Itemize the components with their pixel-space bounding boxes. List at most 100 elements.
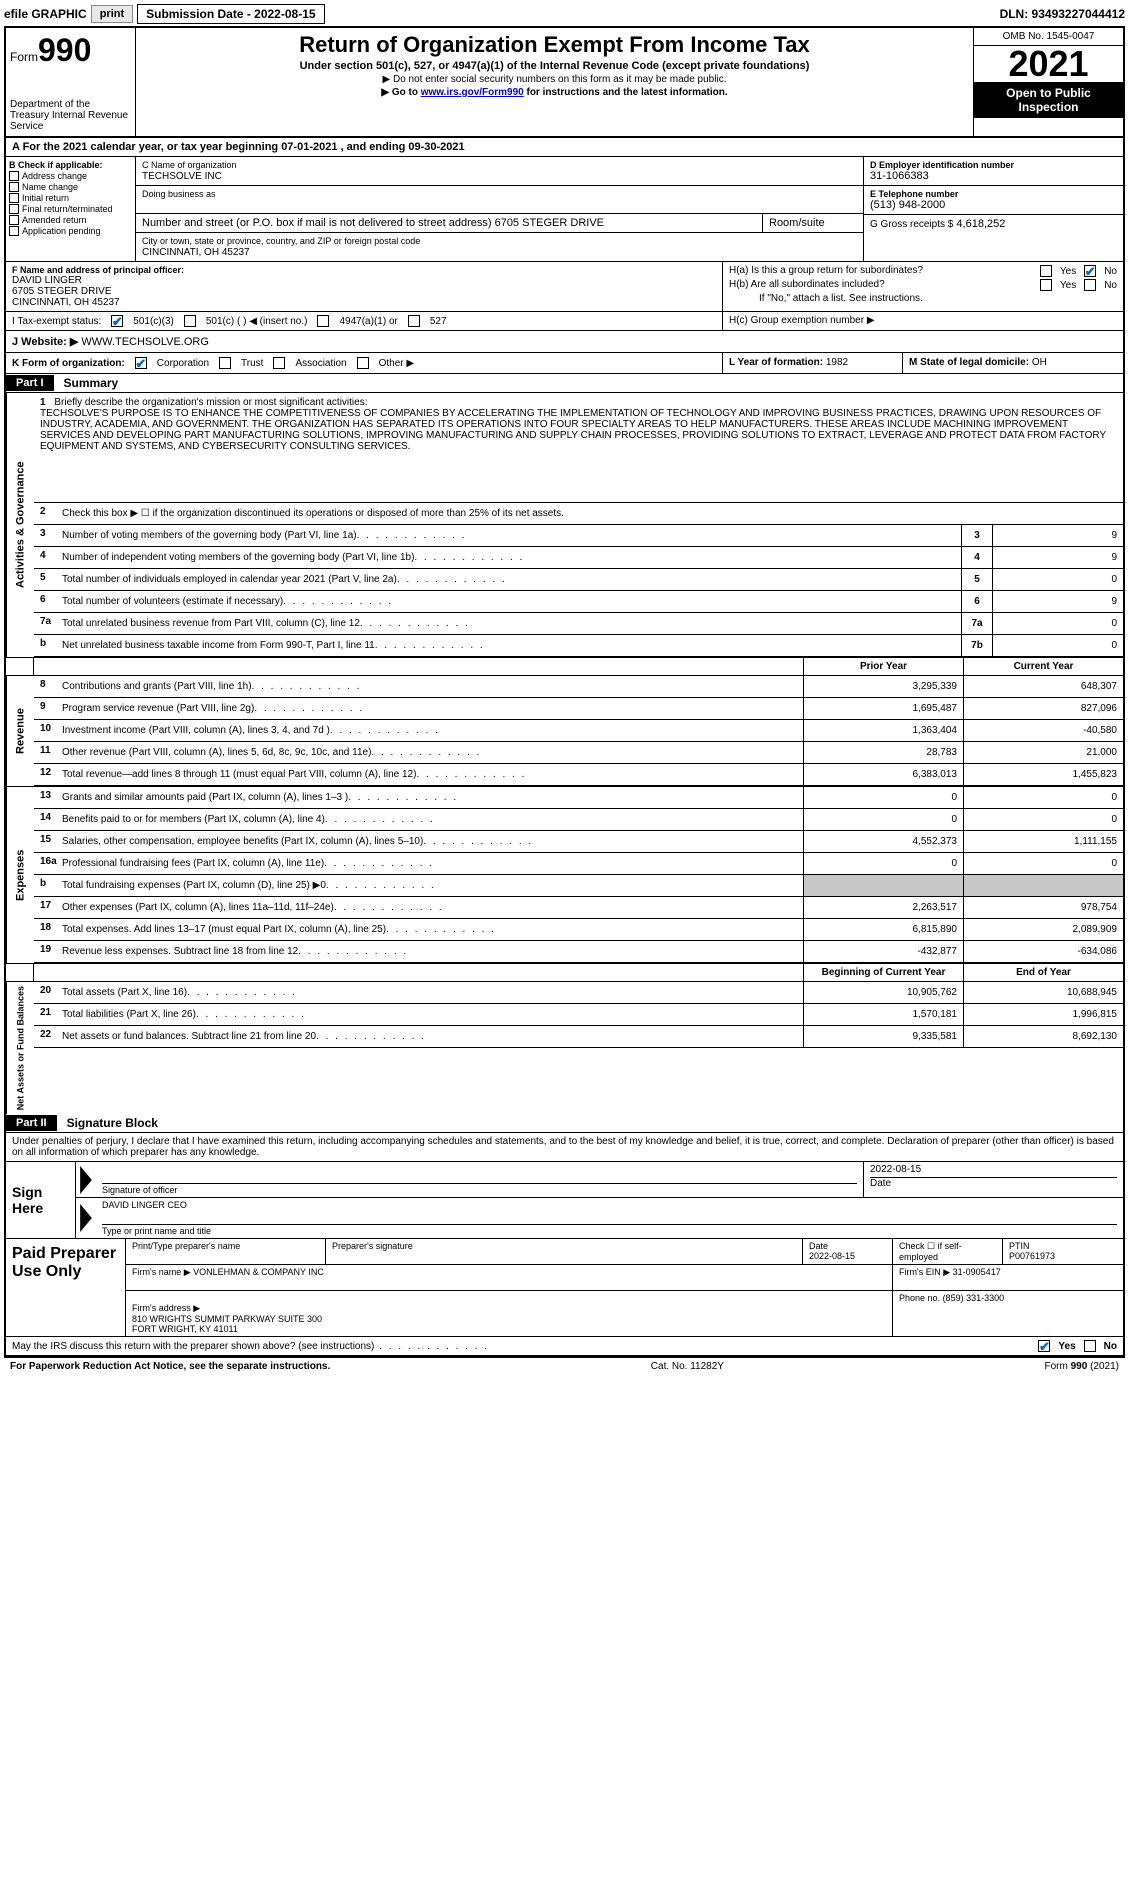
- section-fh: F Name and address of principal officer:…: [6, 262, 1123, 312]
- exp-line-18: 18Total expenses. Add lines 13–17 (must …: [34, 919, 1123, 941]
- firm-addr-label: Firm's address ▶: [132, 1303, 200, 1313]
- row-k-label: K Form of organization:: [12, 358, 125, 369]
- gov-line-4: 4Number of independent voting members of…: [34, 547, 1123, 569]
- gov-line-6: 6Total number of volunteers (estimate if…: [34, 591, 1123, 613]
- prep-line-3: Firm's address ▶ 810 WRIGHTS SUMMIT PARK…: [126, 1291, 1123, 1336]
- efile-label: efile GRAPHIC: [4, 7, 87, 21]
- part-2-label: Part II: [6, 1115, 57, 1131]
- h-c-group-exemption: H(c) Group exemption number ▶: [723, 312, 1123, 330]
- net-line-20: 20Total assets (Part X, line 16)10,905,7…: [34, 982, 1123, 1004]
- sig-name-line: DAVID LINGER CEO Type or print name and …: [76, 1198, 1123, 1238]
- chk-name-change[interactable]: Name change: [9, 182, 132, 192]
- gross-value: 4,618,252: [956, 218, 1005, 230]
- firm-name-label: Firm's name ▶: [132, 1267, 191, 1277]
- org-name: TECHSOLVE INC: [142, 171, 222, 182]
- chk-association[interactable]: [273, 357, 285, 369]
- footer-right: Form 990 (2021): [1045, 1361, 1120, 1372]
- form-header: Form990 Department of the Treasury Inter…: [6, 28, 1123, 138]
- footer: For Paperwork Reduction Act Notice, see …: [4, 1358, 1125, 1375]
- sig-date-label: Date: [870, 1177, 1117, 1189]
- sig-arrow-icon-2: [76, 1198, 96, 1238]
- tax-exempt-status: I Tax-exempt status: 501(c)(3) 501(c) ( …: [6, 312, 723, 330]
- footer-center: Cat. No. 11282Y: [651, 1361, 724, 1372]
- chk-trust[interactable]: [219, 357, 231, 369]
- signature-block: Under penalties of perjury, I declare th…: [6, 1133, 1123, 1239]
- chk-527[interactable]: [408, 315, 420, 327]
- side-revenue: Revenue: [6, 676, 34, 786]
- hb-yes-checkbox[interactable]: [1040, 279, 1052, 291]
- chk-amended-return[interactable]: Amended return: [9, 215, 132, 225]
- row-m-label: M State of legal domicile:: [909, 357, 1029, 368]
- sig-date-cell: 2022-08-15 Date: [863, 1162, 1123, 1197]
- org-name-label: C Name of organization: [142, 160, 857, 170]
- dba-row: Doing business as: [136, 186, 863, 214]
- paid-preparer-label: Paid Preparer Use Only: [6, 1239, 126, 1336]
- begin-year-header: Beginning of Current Year: [803, 964, 963, 981]
- ha-yes-checkbox[interactable]: [1040, 265, 1052, 277]
- row-i-label: I Tax-exempt status:: [12, 316, 101, 327]
- chk-final-return[interactable]: Final return/terminated: [9, 204, 132, 214]
- side-net-assets: Net Assets or Fund Balances: [6, 982, 34, 1114]
- h-b-label: H(b) Are all subordinates included?: [729, 279, 885, 291]
- sign-here-label: Sign Here: [6, 1162, 76, 1238]
- firm-ein-label: Firm's EIN ▶: [899, 1267, 950, 1277]
- phone-row: E Telephone number (513) 948-2000: [864, 186, 1123, 215]
- print-button[interactable]: print: [91, 5, 133, 23]
- form-prefix: Form: [10, 50, 38, 64]
- prep-line-1: Print/Type preparer's name Preparer's si…: [126, 1239, 1123, 1265]
- section-governance: Activities & Governance 1 Briefly descri…: [6, 393, 1123, 657]
- gov-line-5: 5Total number of individuals employed in…: [34, 569, 1123, 591]
- submission-date: Submission Date - 2022-08-15: [137, 4, 324, 24]
- prep-ptin-label: PTIN: [1009, 1241, 1117, 1251]
- mission-label: Briefly describe the organization's miss…: [54, 397, 367, 408]
- discuss-text: May the IRS discuss this return with the…: [12, 1341, 374, 1352]
- exp-line-14: 14Benefits paid to or for members (Part …: [34, 809, 1123, 831]
- chk-4947[interactable]: [317, 315, 329, 327]
- sig-arrow-icon: [76, 1162, 96, 1197]
- h-a-label: H(a) Is this a group return for subordin…: [729, 265, 923, 277]
- officer-city: CINCINNATI, OH 45237: [12, 297, 716, 308]
- ha-no-checkbox[interactable]: [1084, 265, 1096, 277]
- chk-501c[interactable]: [184, 315, 196, 327]
- chk-corporation[interactable]: [135, 357, 147, 369]
- col-h-group-return: H(a) Is this a group return for subordin…: [723, 262, 1123, 311]
- line-1-num: 1: [40, 397, 46, 408]
- chk-501c3[interactable]: [111, 315, 123, 327]
- form-subtitle: Under section 501(c), 527, or 4947(a)(1)…: [144, 60, 965, 72]
- discuss-yes-checkbox[interactable]: [1038, 1340, 1050, 1352]
- chk-initial-return[interactable]: Initial return: [9, 193, 132, 203]
- header-left: Form990 Department of the Treasury Inter…: [6, 28, 136, 136]
- chk-application-pending[interactable]: Application pending: [9, 226, 132, 236]
- gov-line-7a: 7aTotal unrelated business revenue from …: [34, 613, 1123, 635]
- website-label: J Website: ▶: [12, 336, 78, 348]
- website-value: WWW.TECHSOLVE.ORG: [81, 336, 209, 348]
- row-i: I Tax-exempt status: 501(c)(3) 501(c) ( …: [6, 312, 1123, 331]
- hb-no-checkbox[interactable]: [1084, 279, 1096, 291]
- room-label: Room/suite: [769, 217, 825, 229]
- section-net-assets: Net Assets or Fund Balances 20Total asse…: [6, 982, 1123, 1114]
- form-of-org: K Form of organization: Corporation Trus…: [6, 353, 723, 373]
- form990-link[interactable]: www.irs.gov/Form990: [421, 87, 524, 98]
- footer-left: For Paperwork Reduction Act Notice, see …: [10, 1361, 330, 1372]
- prep-ptin: P00761973: [1009, 1251, 1117, 1261]
- prep-self-emp-label: Check ☐ if self-employed: [899, 1241, 996, 1262]
- officer-street: 6705 STEGER DRIVE: [12, 286, 716, 297]
- rev-line-10: 10Investment income (Part VIII, column (…: [34, 720, 1123, 742]
- chk-address-change[interactable]: Address change: [9, 171, 132, 181]
- chk-other[interactable]: [357, 357, 369, 369]
- sig-officer-line: Signature of officer 2022-08-15 Date: [76, 1162, 1123, 1198]
- officer-label: F Name and address of principal officer:: [12, 265, 716, 275]
- side-governance: Activities & Governance: [6, 393, 34, 657]
- top-bar-left: efile GRAPHIC print Submission Date - 20…: [4, 4, 325, 24]
- mission-text: TECHSOLVE'S PURPOSE IS TO ENHANCE THE CO…: [40, 408, 1106, 452]
- begin-end-header: Beginning of Current Year End of Year: [6, 963, 1123, 982]
- mission-row: 1 Briefly describe the organization's mi…: [34, 393, 1123, 503]
- tax-year: 2021: [974, 46, 1123, 82]
- discuss-no-checkbox[interactable]: [1084, 1340, 1096, 1352]
- city-label: City or town, state or province, country…: [142, 236, 857, 246]
- col-c-org-info: C Name of organization TECHSOLVE INC Doi…: [136, 157, 863, 261]
- prep-sig-label: Preparer's signature: [332, 1241, 796, 1251]
- current-year-header: Current Year: [963, 658, 1123, 675]
- h-c-label: H(c) Group exemption number ▶: [729, 315, 875, 326]
- part-1-header: Part I Summary: [6, 374, 1123, 393]
